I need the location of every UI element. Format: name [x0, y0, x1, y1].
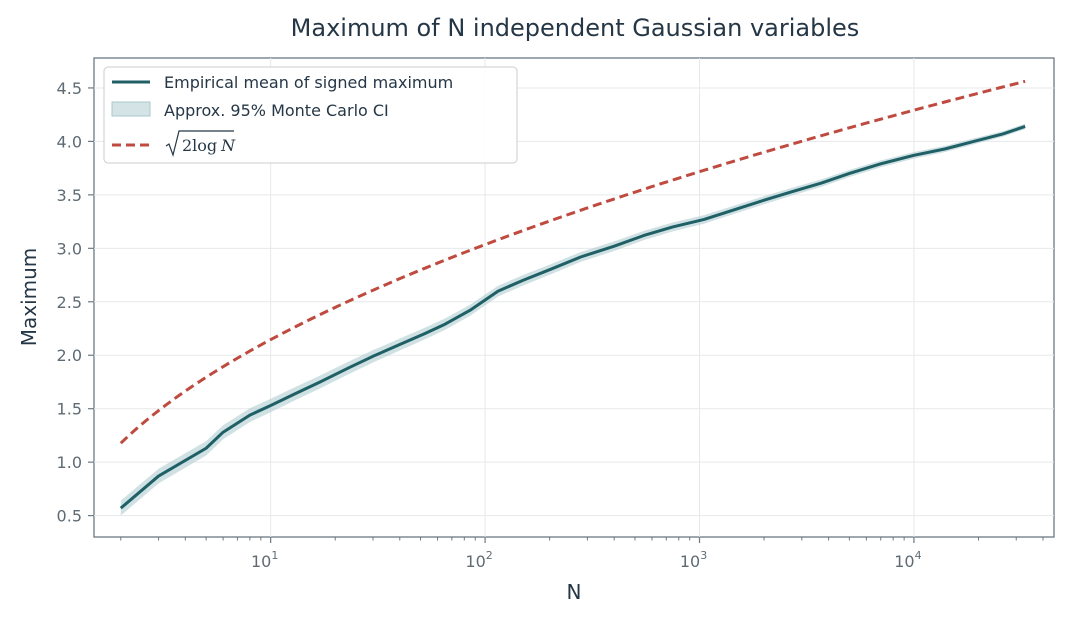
y-tick-label: 3.5	[57, 186, 82, 205]
x-tick-label: 103	[680, 549, 707, 571]
y-tick-label: 0.5	[57, 507, 82, 526]
legend-label-sqrt: 2log N	[165, 130, 236, 158]
y-tick-label: 4.5	[57, 79, 82, 98]
x-axis-label: N	[567, 580, 582, 604]
legend-label-ci: Approx. 95% Monte Carlo CI	[164, 101, 389, 120]
legend-frame	[103, 66, 518, 164]
legend-patch-ci	[111, 101, 151, 117]
x-tick-label: 104	[894, 549, 921, 571]
y-tick-label: 2.5	[57, 293, 82, 312]
x-tick-label: 101	[251, 549, 278, 571]
radical-sign	[165, 130, 234, 158]
y-tick-label: 1.5	[57, 400, 82, 419]
legend-label-empirical: Empirical mean of signed maximum	[164, 73, 453, 92]
x-tick-label: 102	[465, 549, 492, 571]
series-layer	[119, 79, 1026, 516]
y-axis-ticks: 0.5 1.0 1.5 2.0 2.5 3.0 3.5 4.0 4.5	[57, 79, 94, 526]
y-tick-label: 2.0	[57, 346, 82, 365]
y-tick-label: 4.0	[57, 132, 82, 151]
empirical-mean-line	[119, 125, 1026, 510]
y-tick-label: 3.0	[57, 239, 82, 258]
y-tick-label: 1.0	[57, 453, 82, 472]
y-axis-label: Maximum	[17, 248, 41, 347]
legend: Empirical mean of signed maximum Approx.…	[103, 66, 518, 164]
chart-title: Maximum of N independent Gaussian variab…	[291, 14, 860, 42]
sqrt-2logn-line	[119, 79, 1026, 445]
x-axis-ticks: 101 102 103 104	[120, 537, 1044, 571]
legend-radicand: 2log N	[182, 136, 236, 155]
